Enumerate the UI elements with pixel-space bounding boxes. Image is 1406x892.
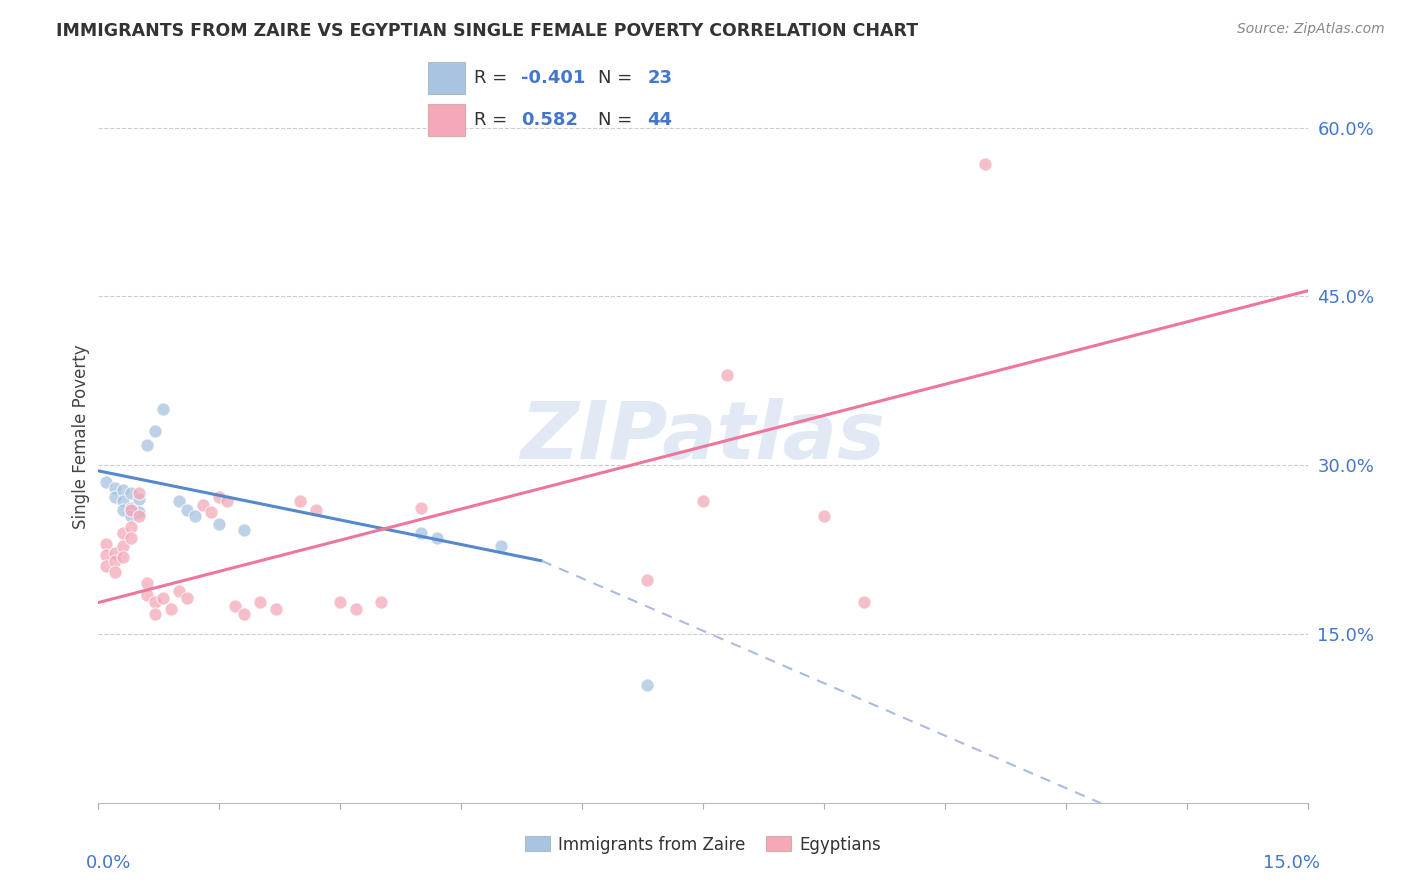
Point [111,494,134,508]
Point [96,548,118,562]
Point [853,595,876,609]
Point [249,595,271,609]
Point [329,595,352,609]
Point [344,602,367,616]
Point [120,503,142,517]
Text: Source: ZipAtlas.com: Source: ZipAtlas.com [1237,22,1385,37]
Point [160,602,183,616]
Point [176,503,198,517]
Text: R =: R = [474,111,513,128]
Point [96,559,118,574]
Point [974,156,997,170]
Point [636,678,658,692]
Point [120,520,142,534]
Point [135,576,157,591]
Point [217,494,239,508]
Point [636,573,658,587]
Text: -0.401: -0.401 [520,69,585,87]
Text: N =: N = [598,111,638,128]
Text: 23: 23 [648,69,672,87]
Point [143,595,166,609]
Point [128,506,150,520]
FancyBboxPatch shape [427,62,465,94]
Point [103,481,125,495]
Point [167,584,190,599]
Legend: Immigrants from Zaire, Egyptians: Immigrants from Zaire, Egyptians [519,829,887,860]
Point [200,506,222,520]
Point [111,539,134,553]
Point [232,607,254,621]
Point [96,537,118,551]
Point [135,588,157,602]
Point [208,490,231,504]
Point [224,599,246,613]
Point [288,494,311,508]
Point [426,532,449,546]
Text: ZIPatlas: ZIPatlas [520,398,886,476]
Point [208,516,231,531]
Point [111,483,134,497]
Point [103,554,125,568]
Point [232,524,254,538]
Point [409,525,432,540]
Point [128,486,150,500]
Point [692,494,714,508]
Text: 15.0%: 15.0% [1263,854,1320,872]
Y-axis label: Single Female Poverty: Single Female Poverty [72,345,90,529]
Point [128,508,150,523]
Text: 0.0%: 0.0% [86,854,132,872]
Point [409,500,432,515]
Point [111,525,134,540]
Point [111,503,134,517]
FancyBboxPatch shape [427,104,465,136]
Point [120,508,142,523]
Point [176,591,198,605]
Point [370,595,392,609]
Point [128,491,150,506]
Point [111,550,134,565]
Point [135,438,157,452]
Point [264,602,287,616]
Text: IMMIGRANTS FROM ZAIRE VS EGYPTIAN SINGLE FEMALE POVERTY CORRELATION CHART: IMMIGRANTS FROM ZAIRE VS EGYPTIAN SINGLE… [56,22,918,40]
Point [96,475,118,489]
Point [152,401,174,416]
Point [103,546,125,560]
Point [184,508,207,523]
Text: 44: 44 [648,111,672,128]
Point [120,486,142,500]
Point [813,508,835,523]
Point [167,494,190,508]
Point [143,607,166,621]
Point [103,565,125,579]
Point [491,539,513,553]
Point [716,368,738,383]
Point [193,498,215,512]
Point [120,500,142,515]
Point [143,425,166,439]
Text: N =: N = [598,69,638,87]
Text: 0.582: 0.582 [520,111,578,128]
Point [103,490,125,504]
Text: R =: R = [474,69,513,87]
Point [120,532,142,546]
Point [152,591,174,605]
Point [305,503,328,517]
